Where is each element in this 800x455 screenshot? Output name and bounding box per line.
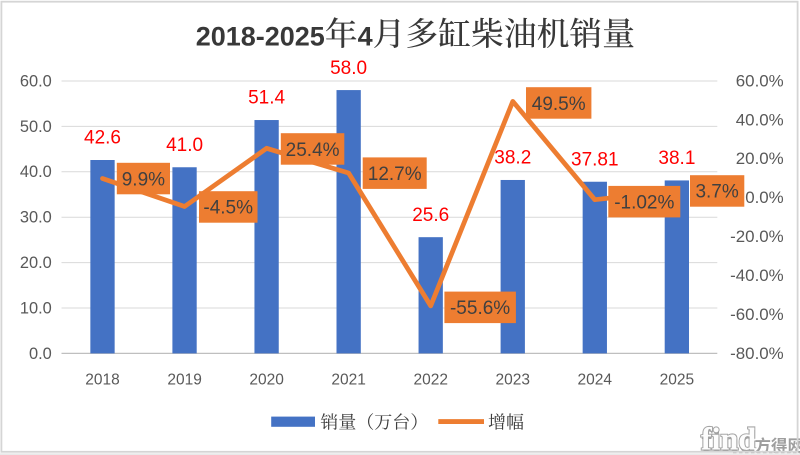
svg-text:58.0: 58.0 [330,58,367,79]
svg-text:2023: 2023 [496,371,530,388]
svg-text:60.0%: 60.0% [736,71,784,90]
svg-text:38.2: 38.2 [494,148,531,169]
svg-text:20.0%: 20.0% [736,149,784,168]
svg-text:-40.0%: -40.0% [730,266,784,285]
svg-text:37.81: 37.81 [571,149,619,170]
svg-text:25.4%: 25.4% [286,140,340,161]
svg-text:find: find [701,420,756,455]
svg-text:find: find [702,423,757,455]
svg-text:2018: 2018 [85,371,119,388]
svg-text:4: 4 [358,21,373,51]
svg-text:2020: 2020 [249,371,284,388]
svg-text:49.5%: 49.5% [532,94,586,115]
svg-text:-1.02%: -1.02% [614,193,674,214]
svg-text:-20.0%: -20.0% [730,227,784,246]
svg-text:42.6: 42.6 [84,128,121,149]
svg-text:0.0: 0.0 [29,345,52,363]
svg-text:2024: 2024 [578,371,613,388]
svg-text:38.1: 38.1 [658,148,695,169]
svg-text:25.6: 25.6 [412,205,449,226]
svg-text:9.9%: 9.9% [122,169,165,190]
svg-text:12.7%: 12.7% [368,164,422,185]
svg-text:3.7%: 3.7% [695,182,738,203]
svg-text:20.0: 20.0 [20,254,52,272]
svg-text:2022: 2022 [413,371,447,388]
svg-text:2025: 2025 [660,371,694,388]
svg-text:0.0%: 0.0% [745,188,784,207]
svg-text:find: find [701,421,756,455]
svg-text:30.0: 30.0 [20,209,52,227]
svg-text:60.0: 60.0 [20,72,52,90]
svg-text:40.0%: 40.0% [736,110,784,129]
svg-text:-60.0%: -60.0% [730,305,784,324]
svg-text:40.0: 40.0 [20,163,52,181]
svg-text:2021: 2021 [331,371,365,388]
svg-text:-4.5%: -4.5% [203,198,253,219]
svg-text:2019: 2019 [167,371,201,388]
svg-text:50.0: 50.0 [20,118,52,136]
svg-text:-80.0%: -80.0% [730,344,784,363]
svg-text:41.0: 41.0 [166,135,203,156]
svg-text:51.4: 51.4 [248,88,285,109]
svg-text:2018-2025: 2018-2025 [196,21,325,51]
svg-text:10.0: 10.0 [20,299,52,317]
svg-text:-55.6%: -55.6% [450,298,510,319]
